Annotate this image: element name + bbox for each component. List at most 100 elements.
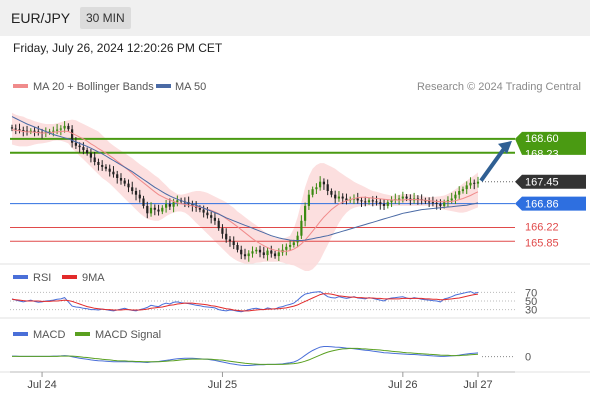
candle-body xyxy=(176,200,179,203)
candle-body xyxy=(476,181,480,184)
candle-body xyxy=(345,198,348,201)
candle-body xyxy=(97,162,100,165)
candle-body xyxy=(266,250,269,256)
candle-body xyxy=(56,129,59,131)
forecast-arrow-head xyxy=(498,140,512,154)
moving-averages xyxy=(11,116,479,252)
ma50-legend-swatch xyxy=(156,84,171,88)
timeframe-button[interactable]: 30 MIN xyxy=(80,7,131,29)
candle-body xyxy=(146,205,149,214)
candle-body xyxy=(25,130,29,132)
candle-body xyxy=(356,198,359,201)
candle-body xyxy=(300,220,303,236)
candle-body xyxy=(191,204,194,206)
price-levels xyxy=(10,137,515,242)
candle-body xyxy=(67,125,70,130)
forecast-arrow xyxy=(479,140,512,182)
candle-body xyxy=(168,204,171,207)
macd-signal-legend-swatch xyxy=(75,332,90,336)
price-level-label: 168.23 xyxy=(525,149,559,161)
candle-body xyxy=(443,202,446,206)
candle-body xyxy=(247,253,250,257)
candle-body xyxy=(375,201,378,203)
candle-body xyxy=(307,194,310,206)
candle-body xyxy=(127,183,130,188)
rsi-legend-label: RSI xyxy=(33,272,51,284)
bollinger-bands xyxy=(12,112,478,272)
candle-body xyxy=(319,181,322,188)
candle-body xyxy=(311,189,314,195)
candle-body xyxy=(33,130,36,132)
candle-body xyxy=(473,182,476,184)
candle-body xyxy=(454,194,457,199)
candle-body xyxy=(48,131,51,133)
resistance-label-tag xyxy=(515,131,586,155)
candle-body xyxy=(255,249,258,252)
candle-body xyxy=(446,200,449,203)
price-level-label: 168.60 xyxy=(525,133,559,145)
ma50-line xyxy=(11,116,479,241)
candle-body xyxy=(296,235,299,243)
research-credit: Research © 2024 Trading Central xyxy=(417,81,581,93)
price-level-label: 167.45 xyxy=(525,177,559,189)
candle-body xyxy=(63,125,66,129)
candle-body xyxy=(251,251,254,254)
x-axis: Jul 24 Jul 25 Jul 26 Jul 27 xyxy=(10,371,515,391)
symbol-label: EUR/JPY xyxy=(11,10,71,26)
candle-body xyxy=(401,196,404,199)
candle-body xyxy=(116,174,119,178)
forecast-arrow-shaft xyxy=(479,144,508,182)
candle-body xyxy=(458,191,461,195)
candle-body xyxy=(292,242,295,245)
rsi-ma-line xyxy=(11,293,479,312)
candle-body xyxy=(461,189,464,192)
candle-body xyxy=(206,212,209,216)
macd-signal-legend-label: MACD Signal xyxy=(95,329,161,341)
candle-body xyxy=(131,187,134,191)
candle-body xyxy=(142,198,145,206)
candle-body xyxy=(123,180,126,184)
candle-body xyxy=(243,254,247,257)
macd-signal-line xyxy=(12,347,479,365)
x-tick-label: Jul 25 xyxy=(208,379,237,391)
candle-body xyxy=(52,130,55,132)
candle-body xyxy=(258,249,262,253)
candle-body xyxy=(217,220,220,229)
candle-body xyxy=(119,178,123,181)
candle-body xyxy=(371,200,374,202)
candle-body xyxy=(315,187,318,190)
candle-body xyxy=(428,201,431,203)
candle-body xyxy=(386,202,389,206)
candle-body xyxy=(289,245,292,247)
candle-body xyxy=(262,252,265,255)
candle-body xyxy=(330,191,333,195)
ma20-line xyxy=(11,129,479,252)
price-level-labels: 168.60 168.23 167.45 166.86 166.22 165.85 xyxy=(515,131,586,249)
candle-body xyxy=(273,253,277,257)
candle-body xyxy=(210,215,213,218)
candle-body xyxy=(104,166,107,169)
candle-body xyxy=(304,205,307,221)
candle-body xyxy=(198,207,201,210)
candle-body xyxy=(405,196,408,199)
candle-body xyxy=(86,150,89,154)
macd-panel: 0 xyxy=(12,346,531,366)
price-level-label: 166.22 xyxy=(525,221,559,233)
candle-body xyxy=(14,128,17,130)
candle-body xyxy=(240,249,243,255)
rsi-level-label: 50 xyxy=(525,296,537,308)
candle-body xyxy=(157,209,160,212)
x-tick-label: Jul 26 xyxy=(388,379,417,391)
candle-body xyxy=(93,157,96,162)
candle-body xyxy=(416,198,419,200)
macd-level-label: 0 xyxy=(525,352,531,364)
candle-body xyxy=(101,165,104,167)
candle-body xyxy=(334,194,337,199)
candle-body xyxy=(270,250,273,254)
candle-body xyxy=(225,233,228,240)
candle-body xyxy=(202,209,205,213)
candle-body xyxy=(232,241,235,245)
candle-body xyxy=(439,204,442,206)
